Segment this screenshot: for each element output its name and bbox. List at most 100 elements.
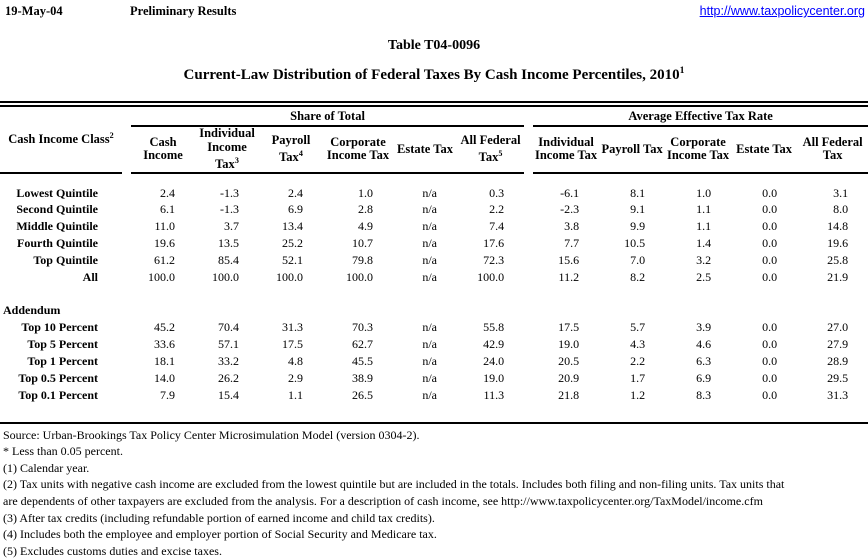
value-cell: 100.0 (212, 269, 239, 284)
value-cell: n/a (422, 319, 437, 334)
value-cell: 4.3 (630, 336, 646, 351)
footnote-3: (3) After tax credits (including refunda… (3, 510, 435, 525)
value-cell: 0.0 (762, 252, 778, 267)
value-cell: 4.6 (696, 336, 712, 351)
value-cell: 7.9 (160, 387, 175, 402)
value-cell: n/a (422, 370, 437, 385)
value-cell: 15.6 (558, 252, 580, 267)
value-cell: 0.3 (489, 185, 505, 200)
site-link[interactable]: http://www.taxpolicycenter.org (699, 4, 865, 18)
footnote-marker: 4 (298, 149, 303, 159)
value-cell: n/a (422, 235, 437, 250)
value-cell: 85.4 (218, 252, 239, 267)
value-cell: 28.9 (827, 353, 849, 368)
value-cell: 72.3 (483, 252, 505, 267)
value-cell: 15.4 (218, 387, 239, 402)
value-cell: 18.1 (154, 353, 175, 368)
table-bottom-rule (0, 421, 868, 424)
value-cell: 45.2 (154, 319, 175, 334)
value-cell: 17.6 (483, 235, 505, 250)
addendum-label: Addendum (3, 302, 61, 317)
row-label: Fourth Quintile (16, 235, 98, 250)
value-cell: 4.8 (288, 353, 303, 368)
table-row: Top 1 Percent 18.1 33.2 4.8 45.5 n/a 24.… (0, 353, 868, 370)
value-cell: 6.1 (160, 201, 175, 216)
footnote-1: (1) Calendar year. (3, 460, 90, 475)
value-cell: 13.4 (282, 218, 303, 233)
row-label: Top Quintile (33, 252, 98, 267)
value-cell: 27.0 (827, 319, 849, 334)
row-label: Lowest Quintile (16, 185, 98, 200)
row-label: Second Quintile (16, 201, 98, 216)
value-cell: 3.1 (833, 185, 849, 200)
col-header-share-all-federal-tax: All Federal Tax5 (457, 126, 525, 174)
value-cell: 6.9 (288, 201, 303, 216)
value-cell: 24.0 (483, 353, 505, 368)
table-row: Top 0.1 Percent 7.9 15.4 1.1 26.5 n/a 11… (0, 387, 868, 404)
row-label: Top 5 Percent (27, 336, 98, 351)
value-cell: 2.5 (696, 269, 712, 284)
value-cell: 100.0 (346, 269, 373, 284)
value-cell: 19.6 (827, 235, 849, 250)
value-cell: n/a (422, 252, 437, 267)
value-cell: 61.2 (154, 252, 175, 267)
value-cell: 17.5 (558, 319, 580, 334)
table-row: Top 10 Percent 45.2 70.4 31.3 70.3 n/a 5… (0, 319, 868, 336)
value-cell: 1.4 (696, 235, 712, 250)
value-cell: 31.3 (827, 387, 849, 402)
value-cell: 100.0 (148, 269, 175, 284)
value-cell: 9.9 (630, 218, 646, 233)
col-header-share-corporate-income-tax: Corporate Income Tax (323, 126, 393, 174)
value-cell: 3.9 (696, 319, 712, 334)
footnote-asterisk: * Less than 0.05 percent. (3, 444, 123, 459)
footnote-marker: 5 (498, 149, 503, 159)
row-label: Top 10 Percent (21, 319, 98, 334)
value-cell: 0.0 (762, 353, 778, 368)
value-cell: 2.4 (160, 185, 175, 200)
value-cell: 19.0 (483, 370, 505, 385)
value-cell: 0.0 (762, 185, 778, 200)
spacer-row (0, 286, 868, 302)
top-double-rule (0, 101, 868, 107)
value-cell: 2.2 (630, 353, 646, 368)
value-cell: 21.9 (827, 269, 849, 284)
value-cell: 7.0 (630, 252, 646, 267)
table-row: Fourth Quintile 19.6 13.5 25.2 10.7 n/a … (0, 235, 868, 252)
value-cell: 1.7 (630, 370, 646, 385)
value-cell: 6.3 (696, 353, 712, 368)
group-header-row: Cash Income Class2 Share of Total Averag… (0, 107, 868, 174)
value-cell: 57.1 (218, 336, 239, 351)
row-label: Top 0.1 Percent (18, 387, 98, 402)
value-cell: 1.2 (630, 387, 646, 402)
value-cell: 3.8 (564, 218, 580, 233)
col-header-rate-payroll-tax: Payroll Tax (599, 126, 666, 174)
value-cell: 1.0 (696, 185, 712, 200)
value-cell: 42.9 (483, 336, 505, 351)
value-cell: 55.8 (483, 319, 505, 334)
column-header-row: Cash Income Individual Income Tax3 Payro… (0, 126, 868, 174)
footnote-2-line-2: are dependents of other taxpayers are ex… (3, 494, 763, 509)
value-cell: 0.0 (762, 269, 778, 284)
value-cell: 3.2 (696, 252, 712, 267)
value-cell: 33.6 (154, 336, 175, 351)
value-cell: 26.5 (352, 387, 373, 402)
value-cell: 19.0 (558, 336, 580, 351)
footnote-marker: 2 (109, 131, 114, 141)
value-cell: 6.9 (696, 370, 712, 385)
value-cell: 21.8 (558, 387, 580, 402)
value-cell: 25.8 (827, 252, 849, 267)
row-label: Top 1 Percent (27, 353, 98, 368)
col-header-rate-all-federal-tax: All Federal Tax (797, 126, 868, 174)
value-cell: 11.3 (483, 387, 505, 402)
row-label: Top 0.5 Percent (18, 370, 98, 385)
value-cell: 8.2 (630, 269, 646, 284)
value-cell: 11.2 (558, 269, 580, 284)
table-row: Lowest Quintile 2.4 -1.3 2.4 1.0 n/a 0.3… (0, 173, 868, 201)
value-cell: 0.0 (762, 319, 778, 334)
value-cell: 1.1 (696, 201, 712, 216)
table-row: Middle Quintile 11.0 3.7 13.4 4.9 n/a 7.… (0, 218, 868, 235)
value-cell: 70.4 (218, 319, 239, 334)
table-row: Top Quintile 61.2 85.4 52.1 79.8 n/a 72.… (0, 252, 868, 269)
value-cell: 62.7 (352, 336, 373, 351)
value-cell: 19.6 (154, 235, 175, 250)
